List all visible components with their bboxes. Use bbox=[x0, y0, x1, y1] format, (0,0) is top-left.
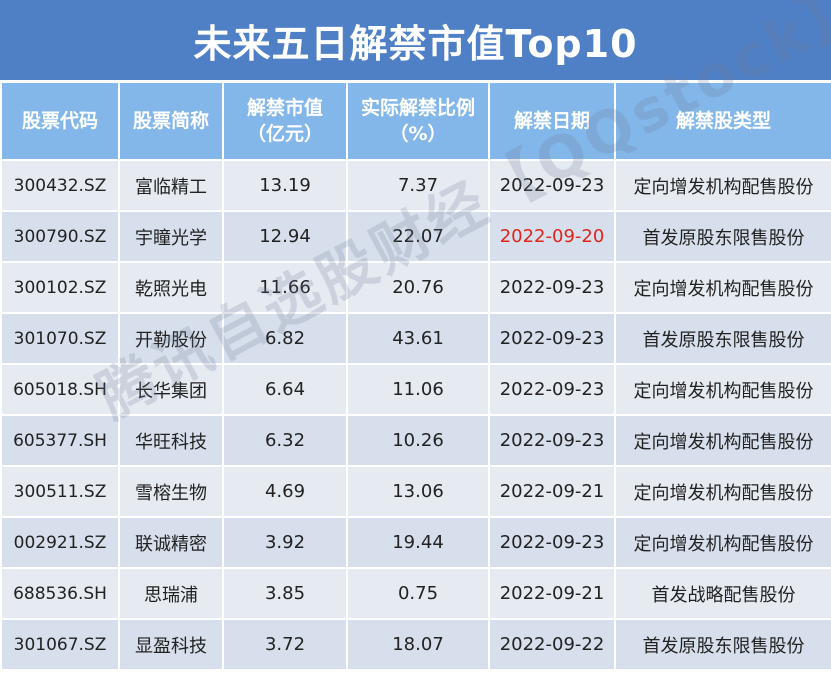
cell-unlock-value: 13.19 bbox=[222, 159, 348, 212]
cell-stock-name: 乾照光电 bbox=[118, 261, 224, 314]
cell-unlock-ratio: 13.06 bbox=[346, 465, 490, 518]
cell-unlock-date: 2022-09-23 bbox=[488, 312, 616, 365]
column-header-name: 股票简称 bbox=[118, 81, 224, 161]
cell-stock-code: 300790.SZ bbox=[0, 210, 120, 263]
cell-unlock-value: 11.66 bbox=[222, 261, 348, 314]
cell-stock-name: 宇瞳光学 bbox=[118, 210, 224, 263]
column-header-code: 股票代码 bbox=[0, 81, 120, 161]
column-header-ratio: 实际解禁比例 （%） bbox=[346, 81, 490, 161]
table-row: 301070.SZ 开勒股份 6.82 43.61 2022-09-23 首发原股东限售股… bbox=[0, 312, 831, 365]
cell-unlock-ratio: 11.06 bbox=[346, 363, 490, 416]
cell-unlock-value: 12.94 bbox=[222, 210, 348, 263]
cell-unlock-value: 4.69 bbox=[222, 465, 348, 518]
cell-stock-name: 长华集团 bbox=[118, 363, 224, 416]
cell-stock-code: 300432.SZ bbox=[0, 159, 120, 212]
table-row: 301067.SZ 显盈科技 3.72 18.07 2022-09-22 首发原股东限售股… bbox=[0, 618, 831, 671]
cell-unlock-date: 2022-09-22 bbox=[488, 618, 616, 671]
table-row: 300511.SZ 雪榕生物 4.69 13.06 2022-09-21 定向增发机构配售… bbox=[0, 465, 831, 518]
table-row: 605018.SH 长华集团 6.64 11.06 2022-09-23 定向增发机构配售… bbox=[0, 363, 831, 416]
cell-unlock-ratio: 7.37 bbox=[346, 159, 490, 212]
cell-unlock-ratio: 22.07 bbox=[346, 210, 490, 263]
cell-stock-code: 301070.SZ bbox=[0, 312, 120, 365]
table-row: 688536.SH 思瑞浦 3.85 0.75 2022-09-21 首发战略配售股份 bbox=[0, 567, 831, 620]
cell-stock-code: 301067.SZ bbox=[0, 618, 120, 671]
cell-stock-name: 华旺科技 bbox=[118, 414, 224, 467]
cell-stock-name: 雪榕生物 bbox=[118, 465, 224, 518]
cell-unlock-value: 3.92 bbox=[222, 516, 348, 569]
cell-unlock-value: 3.72 bbox=[222, 618, 348, 671]
column-header-unit: （亿元） bbox=[246, 123, 323, 145]
column-header-type: 解禁股类型 bbox=[614, 81, 831, 161]
column-header-unit: （%） bbox=[389, 123, 447, 145]
cell-unlock-date: 2022-09-20 bbox=[488, 210, 616, 263]
cell-share-type: 定向增发机构配售股份 bbox=[614, 516, 831, 569]
column-header-label: 股票简称 bbox=[132, 110, 209, 132]
cell-share-type: 定向增发机构配售股份 bbox=[614, 465, 831, 518]
cell-unlock-date: 2022-09-23 bbox=[488, 159, 616, 212]
cell-unlock-date: 2022-09-23 bbox=[488, 363, 616, 416]
cell-unlock-value: 3.85 bbox=[222, 567, 348, 620]
cell-stock-name: 联诚精密 bbox=[118, 516, 224, 569]
cell-unlock-date: 2022-09-23 bbox=[488, 516, 616, 569]
table-row: 300102.SZ 乾照光电 11.66 20.76 2022-09-23 定向增发机构配… bbox=[0, 261, 831, 314]
table-header-row: 股票代码 股票简称 解禁市值 （亿元） 实际解禁比例 （%） 解禁日期 解禁股类 bbox=[0, 81, 831, 161]
cell-unlock-ratio: 10.26 bbox=[346, 414, 490, 467]
table-body: 300432.SZ 富临精工 13.19 7.37 2022-09-23 定向增发机构配售… bbox=[0, 159, 831, 671]
cell-stock-code: 605018.SH bbox=[0, 363, 120, 416]
cell-share-type: 首发原股东限售股份 bbox=[614, 312, 831, 365]
cell-share-type: 定向增发机构配售股份 bbox=[614, 363, 831, 416]
cell-share-type: 定向增发机构配售股份 bbox=[614, 414, 831, 467]
table-row: 300432.SZ 富临精工 13.19 7.37 2022-09-23 定向增发机构配售… bbox=[0, 159, 831, 212]
table-row: 605377.SH 华旺科技 6.32 10.26 2022-09-23 定向增发机构配售… bbox=[0, 414, 831, 467]
cell-stock-name: 开勒股份 bbox=[118, 312, 224, 365]
column-header-label: 实际解禁比例 bbox=[360, 97, 475, 119]
cell-unlock-date: 2022-09-23 bbox=[488, 414, 616, 467]
cell-stock-name: 富临精工 bbox=[118, 159, 224, 212]
unlock-table: 股票代码 股票简称 解禁市值 （亿元） 实际解禁比例 （%） 解禁日期 解禁股类 bbox=[0, 81, 831, 671]
column-header-label: 解禁日期 bbox=[513, 110, 590, 132]
column-header-label: 股票代码 bbox=[21, 110, 98, 132]
column-header-date: 解禁日期 bbox=[488, 81, 616, 161]
cell-unlock-value: 6.32 bbox=[222, 414, 348, 467]
cell-unlock-value: 6.64 bbox=[222, 363, 348, 416]
cell-share-type: 定向增发机构配售股份 bbox=[614, 261, 831, 314]
cell-stock-code: 300511.SZ bbox=[0, 465, 120, 518]
column-header-label: 解禁股类型 bbox=[675, 110, 771, 132]
cell-share-type: 定向增发机构配售股份 bbox=[614, 159, 831, 212]
cell-stock-name: 显盈科技 bbox=[118, 618, 224, 671]
cell-stock-code: 688536.SH bbox=[0, 567, 120, 620]
cell-unlock-ratio: 20.76 bbox=[346, 261, 490, 314]
cell-unlock-ratio: 18.07 bbox=[346, 618, 490, 671]
cell-share-type: 首发原股东限售股份 bbox=[614, 210, 831, 263]
cell-stock-code: 002921.SZ bbox=[0, 516, 120, 569]
cell-stock-name: 思瑞浦 bbox=[118, 567, 224, 620]
cell-stock-code: 605377.SH bbox=[0, 414, 120, 467]
cell-unlock-ratio: 19.44 bbox=[346, 516, 490, 569]
page-title: 未来五日解禁市值Top10 bbox=[0, 0, 831, 80]
table-row: 002921.SZ 联诚精密 3.92 19.44 2022-09-23 定向增发机构配售… bbox=[0, 516, 831, 569]
table-row: 300790.SZ 宇瞳光学 12.94 22.07 2022-09-20 首发原股东限售… bbox=[0, 210, 831, 263]
column-header-value: 解禁市值 （亿元） bbox=[222, 81, 348, 161]
cell-unlock-ratio: 43.61 bbox=[346, 312, 490, 365]
cell-unlock-date: 2022-09-23 bbox=[488, 261, 616, 314]
column-header-label: 解禁市值 bbox=[246, 97, 323, 119]
cell-unlock-ratio: 0.75 bbox=[346, 567, 490, 620]
cell-stock-code: 300102.SZ bbox=[0, 261, 120, 314]
cell-share-type: 首发战略配售股份 bbox=[614, 567, 831, 620]
cell-unlock-value: 6.82 bbox=[222, 312, 348, 365]
cell-unlock-date: 2022-09-21 bbox=[488, 567, 616, 620]
cell-share-type: 首发原股东限售股份 bbox=[614, 618, 831, 671]
cell-unlock-date: 2022-09-21 bbox=[488, 465, 616, 518]
